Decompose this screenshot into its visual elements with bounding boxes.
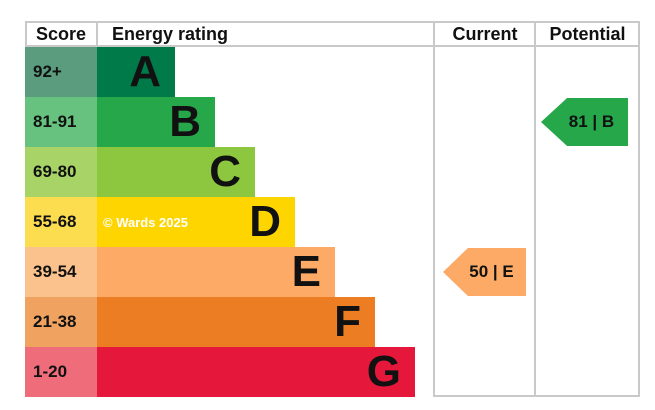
- band-bar: F: [97, 297, 375, 347]
- band-bar: G: [97, 347, 415, 397]
- band-letter: E: [291, 247, 321, 296]
- header-left-border: [25, 21, 27, 47]
- band-letter: B: [169, 97, 201, 146]
- band-letter: F: [334, 297, 361, 346]
- potential-rating-arrow: 81 | B: [541, 98, 628, 146]
- band-bar: B: [97, 97, 215, 147]
- band-letter: D: [249, 197, 281, 246]
- current-column-header: Current: [452, 23, 518, 44]
- band-bar: D: [97, 197, 295, 247]
- band-letter: C: [209, 147, 241, 196]
- band-score-range: 69-80: [25, 147, 97, 197]
- band-score-range: 1-20: [25, 347, 97, 397]
- watermark-text: © Wards 2025: [103, 214, 188, 230]
- band-score-range: 21-38: [25, 297, 97, 347]
- table-bottom-border: [433, 395, 640, 397]
- band-bar: E: [97, 247, 335, 297]
- band-score-range: 39-54: [25, 247, 97, 297]
- potential-column-divider: [534, 21, 536, 397]
- band-score-range: 81-91: [25, 97, 97, 147]
- energy-rating-column-header: Energy rating: [112, 23, 229, 44]
- current-column-divider: [433, 21, 435, 397]
- score-column-divider: [96, 21, 98, 47]
- band-bar: C: [97, 147, 255, 197]
- band-score-range: 55-68: [25, 197, 97, 247]
- current-rating-arrow: 50 | E: [443, 248, 526, 296]
- header-bottom-border: [25, 45, 640, 47]
- score-column-header: Score: [35, 23, 87, 44]
- band-letter: G: [366, 347, 401, 396]
- band-score-range: 92+: [25, 47, 97, 97]
- band-bar: A: [97, 47, 175, 97]
- band-letter: A: [129, 47, 161, 96]
- table-right-border: [638, 21, 640, 397]
- potential-column-header: Potential: [549, 23, 626, 44]
- table-top-border: [25, 21, 640, 23]
